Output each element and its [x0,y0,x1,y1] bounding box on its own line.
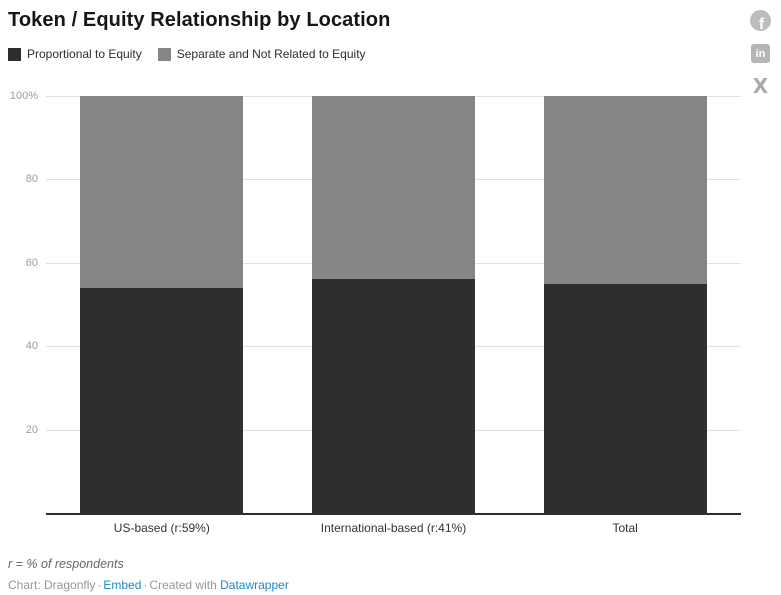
bar-segment-proportional[interactable] [80,287,244,513]
legend-swatch-dark [8,47,21,61]
created-with-text: Created with [149,578,217,592]
category-label: International-based (r:41%) [320,521,467,535]
share-toolbar: f in X [750,10,771,96]
chart-title: Token / Equity Relationship by Location [8,9,391,31]
facebook-share-icon[interactable]: f [750,10,771,31]
legend-swatch-gray [157,47,171,61]
linkedin-share-icon[interactable]: in [751,44,770,63]
bar-segment-separate[interactable] [543,96,707,284]
bar-segment-proportional[interactable] [543,283,707,513]
y-axis-tick-label: 20 [25,423,38,436]
x-share-icon[interactable]: X [753,76,768,96]
legend-label: Proportional to Equity [27,47,142,61]
y-axis-tick-label: 80 [25,173,38,186]
credit-separator: · [143,578,148,592]
x-glyph: X [752,74,769,98]
bar-segment-proportional[interactable] [312,279,475,513]
y-axis-tick-label: 60 [25,256,38,269]
category-label: Total [612,521,638,535]
legend-item-proportional: Proportional to Equity [8,47,142,61]
embed-link[interactable]: Embed [103,578,142,592]
y-axis-tick-label: 40 [25,340,38,353]
linkedin-glyph: in [755,47,766,60]
legend: Proportional to Equity Separate and Not … [8,47,366,61]
facebook-glyph: f [758,16,765,32]
legend-label: Separate and Not Related to Equity [176,47,366,61]
credit-prefix: Chart: Dragonfly [8,578,96,592]
datawrapper-link[interactable]: Datawrapper [220,578,289,592]
category-label: US-based (r:59%) [113,521,210,535]
chart-credit: Chart: Dragonfly · Embed · Created with Data… [8,578,289,592]
bar-segment-separate[interactable] [80,96,244,288]
y-axis-tick-label: 100% [9,90,38,102]
credit-separator: · [97,578,102,592]
chart-note: r = % of respondents [8,557,124,571]
x-axis-line [46,513,741,515]
bar-segment-separate[interactable] [312,96,475,280]
legend-item-separate: Separate and Not Related to Equity [157,47,366,61]
